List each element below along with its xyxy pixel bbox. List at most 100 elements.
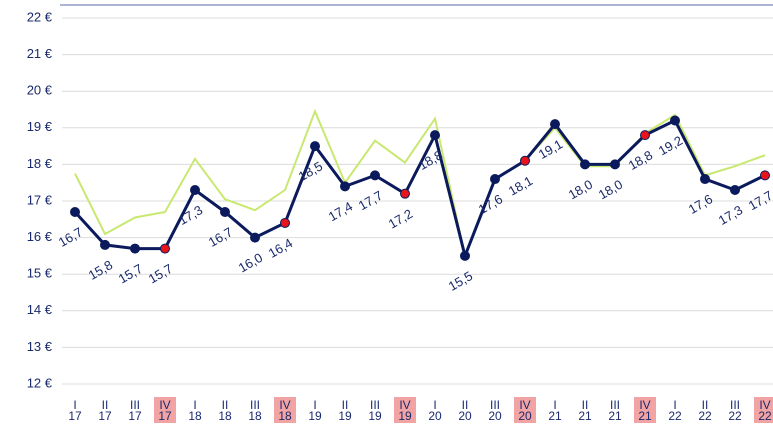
marker <box>370 170 380 181</box>
x-tick-label: IV <box>399 398 410 412</box>
marker <box>100 239 110 250</box>
y-tick-label: 22 € <box>27 9 53 24</box>
marker <box>340 181 350 192</box>
value-label: 16,4 <box>266 235 295 261</box>
x-tick-label: 18 <box>188 409 202 423</box>
value-label: 16,7 <box>56 224 85 250</box>
y-tick-label: 20 € <box>27 83 53 98</box>
marker <box>430 130 440 141</box>
marker <box>610 159 620 170</box>
value-label: 17,2 <box>386 206 415 232</box>
value-label: 17,3 <box>176 202 205 228</box>
x-tick-label: III <box>370 398 380 412</box>
x-tick-label: IV <box>159 398 170 412</box>
x-tick-label: II <box>222 398 229 412</box>
x-tick-label: III <box>730 398 740 412</box>
marker <box>730 185 740 196</box>
marker <box>550 119 560 130</box>
y-tick-label: 14 € <box>27 302 53 317</box>
value-label: 19,2 <box>656 133 685 159</box>
marker <box>190 185 200 196</box>
y-tick-label: 19 € <box>27 119 53 134</box>
x-tick-label: IV <box>639 398 650 412</box>
value-label: 18,0 <box>596 177 625 203</box>
category-highlight <box>154 397 176 423</box>
value-label: 15,5 <box>446 268 475 294</box>
marker <box>670 115 680 126</box>
x-tick-label: IV <box>519 398 530 412</box>
series-line <box>73 118 766 261</box>
marker <box>280 217 290 228</box>
x-tick-label: 22 <box>728 409 742 423</box>
marker <box>400 188 410 199</box>
x-tick-label: IV <box>279 398 290 412</box>
value-label: 18,0 <box>566 177 595 203</box>
x-tick-label: II <box>582 398 589 412</box>
x-tick-label: I <box>433 398 436 412</box>
value-label: 16,7 <box>206 224 235 250</box>
x-tick-label: I <box>673 398 676 412</box>
marker <box>580 159 590 170</box>
value-label: 15,7 <box>146 261 175 287</box>
x-tick-label: 19 <box>368 409 382 423</box>
marker <box>490 174 500 185</box>
value-label: 18,5 <box>296 158 325 184</box>
y-tick-label: 21 € <box>27 46 53 61</box>
value-label: 17,6 <box>686 191 715 217</box>
x-tick-label: 21 <box>638 409 652 423</box>
x-tick-label: 21 <box>608 409 622 423</box>
y-tick-label: 16 € <box>27 229 53 244</box>
marker <box>520 155 530 166</box>
x-tick-label: 18 <box>248 409 262 423</box>
value-label: 18,8 <box>416 147 445 173</box>
x-tick-label: II <box>102 398 109 412</box>
x-tick-label: 20 <box>458 409 472 423</box>
series-line <box>74 108 766 260</box>
x-tick-label: 20 <box>488 409 502 423</box>
marker <box>250 232 260 243</box>
x-tick-label: 22 <box>698 409 712 423</box>
x-tick-label: 19 <box>308 409 322 423</box>
marker <box>640 130 650 141</box>
category-highlight <box>394 397 416 423</box>
value-label: 15,7 <box>116 261 145 287</box>
marker <box>700 174 710 185</box>
x-tick-label: 21 <box>548 409 562 423</box>
x-tick-label: 17 <box>128 409 142 423</box>
x-tick-label: I <box>553 398 556 412</box>
marker <box>160 243 170 254</box>
marker <box>130 243 140 254</box>
x-tick-label: 22 <box>758 409 772 423</box>
value-label: 17,7 <box>356 188 385 214</box>
value-label: 15,8 <box>86 257 115 283</box>
x-tick-label: 19 <box>398 409 412 423</box>
y-tick-label: 18 € <box>27 156 53 171</box>
x-tick-label: III <box>610 398 620 412</box>
x-tick-label: II <box>342 398 349 412</box>
y-tick-label: 12 € <box>27 375 53 390</box>
value-label: 18,1 <box>506 173 535 199</box>
marker <box>310 141 320 152</box>
x-tick-label: 21 <box>578 409 592 423</box>
value-label: 16,0 <box>236 250 265 276</box>
x-tick-label: 18 <box>278 409 292 423</box>
marker <box>220 206 230 217</box>
category-highlight <box>634 397 656 423</box>
category-highlight <box>754 397 773 423</box>
value-label: 17,3 <box>716 202 745 228</box>
x-tick-label: 20 <box>428 409 442 423</box>
marker <box>70 206 80 217</box>
x-tick-label: I <box>73 398 76 412</box>
y-tick-label: 13 € <box>27 339 53 354</box>
x-tick-label: I <box>193 398 196 412</box>
x-tick-label: 18 <box>218 409 232 423</box>
category-highlight <box>274 397 296 423</box>
x-tick-label: I <box>313 398 316 412</box>
x-tick-label: 17 <box>158 409 172 423</box>
x-tick-label: II <box>462 398 469 412</box>
x-tick-label: III <box>130 398 140 412</box>
x-tick-label: II <box>702 398 709 412</box>
x-tick-label: 19 <box>338 409 352 423</box>
value-label: 17,6 <box>476 191 505 217</box>
